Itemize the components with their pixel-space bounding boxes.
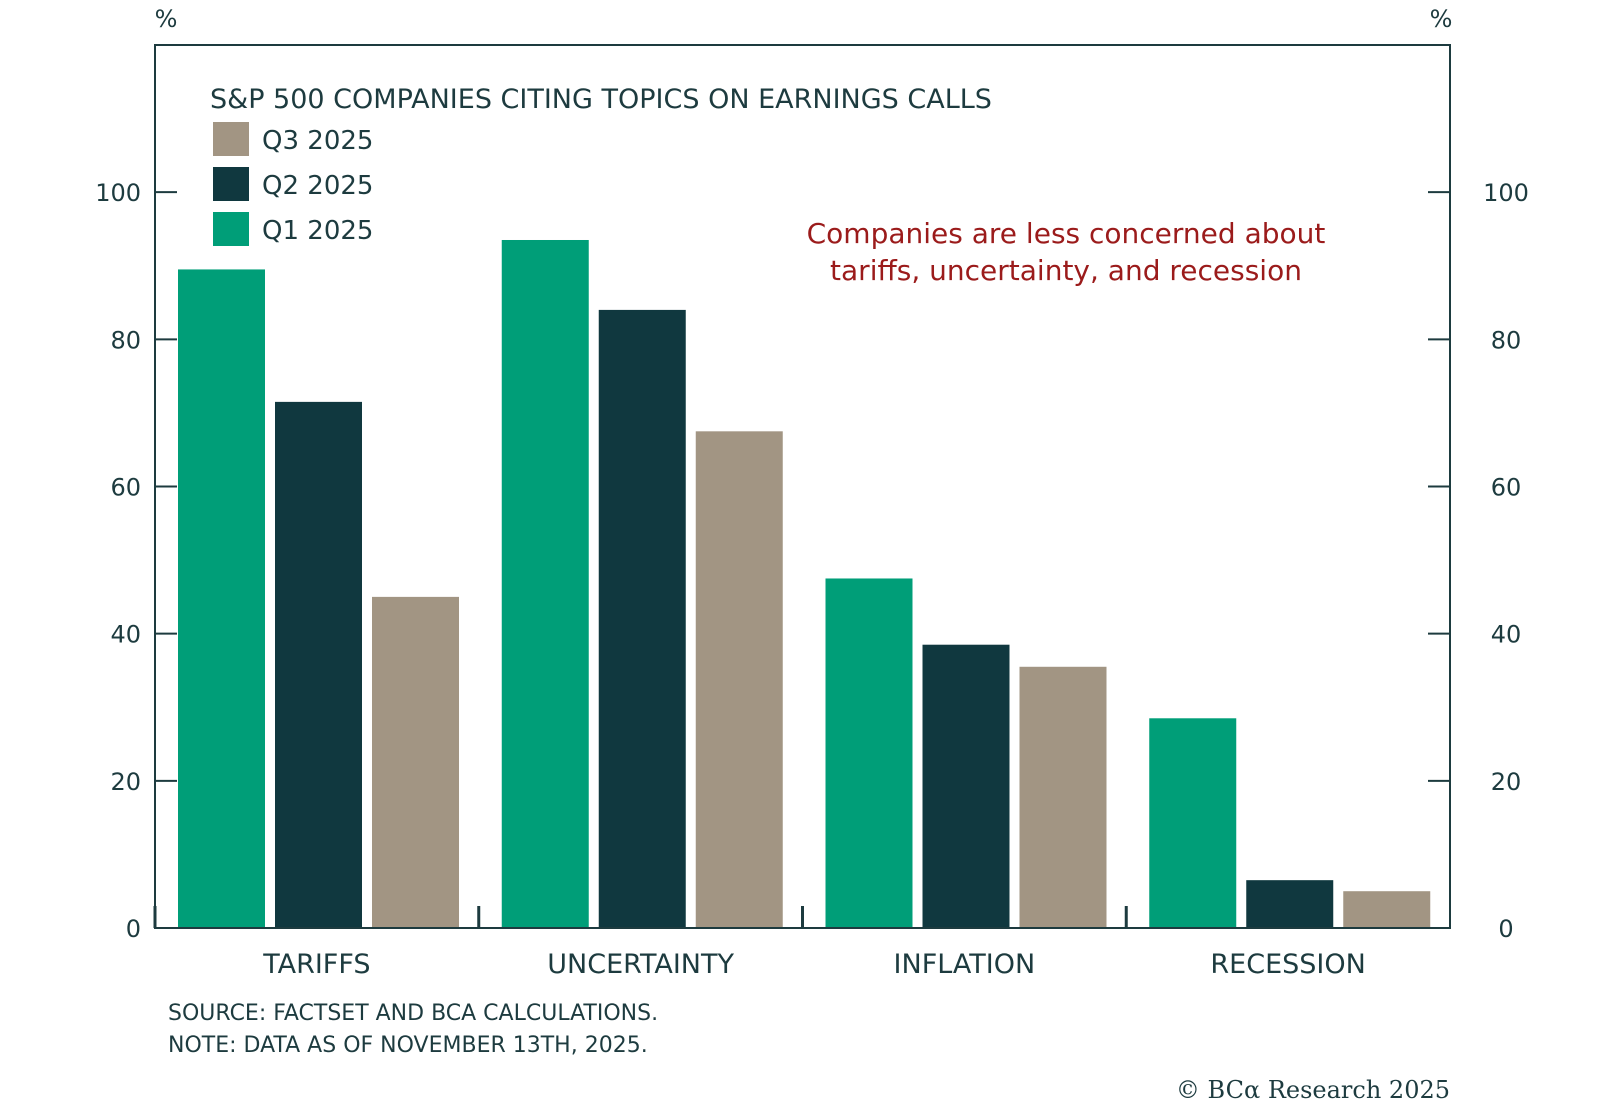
y-unit-left: % <box>155 5 178 33</box>
y-tick-label-right: 40 <box>1491 621 1522 649</box>
bar-tariffs-q3-2025 <box>372 596 459 928</box>
category-label: RECESSION <box>1210 949 1365 980</box>
bar-uncertainty-q3-2025 <box>695 431 783 928</box>
chart-title: S&P 500 COMPANIES CITING TOPICS ON EARNI… <box>210 84 992 115</box>
legend: Q3 2025 Q2 2025 Q1 2025 <box>213 122 373 246</box>
y-tick-label-right: 80 <box>1491 326 1522 354</box>
source-note: SOURCE: FACTSET AND BCA CALCULATIONS. <box>168 1001 658 1026</box>
annotation-line-2: tariffs, uncertainty, and recession <box>830 254 1302 287</box>
bar-inflation-q3-2025 <box>1019 666 1107 928</box>
bar-inflation-q1-2025 <box>825 578 913 928</box>
bar-tariffs-q1-2025 <box>178 269 265 928</box>
y-tick-label-left: 60 <box>110 474 141 502</box>
y-tick-label-left: 20 <box>110 768 141 796</box>
y-tick-label-right: 60 <box>1491 474 1522 502</box>
bar-inflation-q2-2025 <box>922 644 1010 928</box>
legend-swatch-q2-2025 <box>213 167 249 201</box>
legend-label: Q1 2025 <box>262 216 373 246</box>
legend-swatch-q1-2025 <box>213 212 249 246</box>
y-tick-label-left: 80 <box>110 326 141 354</box>
bar-uncertainty-q1-2025 <box>501 239 589 928</box>
legend-label: Q2 2025 <box>262 171 373 201</box>
category-label: INFLATION <box>894 949 1036 980</box>
bar-tariffs-q2-2025 <box>275 401 362 929</box>
bar-recession-q3-2025 <box>1343 891 1431 928</box>
copyright-text: © BCα Research 2025 <box>1176 1076 1450 1104</box>
annotation-line-1: Companies are less concerned about <box>807 217 1326 250</box>
date-note: NOTE: DATA AS OF NOVEMBER 13TH, 2025. <box>168 1033 648 1058</box>
y-tick-label-left: 40 <box>110 621 141 649</box>
category-label: TARIFFS <box>262 949 370 980</box>
legend-label: Q3 2025 <box>262 126 373 156</box>
y-tick-label-left: 100 <box>95 179 141 207</box>
y-unit-right: % <box>1430 5 1453 33</box>
category-label: UNCERTAINTY <box>547 949 734 980</box>
y-tick-label-right: 0 <box>1498 915 1513 943</box>
bar-recession-q2-2025 <box>1246 880 1334 928</box>
y-tick-label-right: 20 <box>1491 768 1522 796</box>
y-tick-label-left: 0 <box>126 915 141 943</box>
bar-uncertainty-q2-2025 <box>598 309 686 928</box>
y-tick-label-right: 100 <box>1483 179 1529 207</box>
legend-swatch-q3-2025 <box>213 122 249 156</box>
bar-recession-q1-2025 <box>1149 718 1237 928</box>
